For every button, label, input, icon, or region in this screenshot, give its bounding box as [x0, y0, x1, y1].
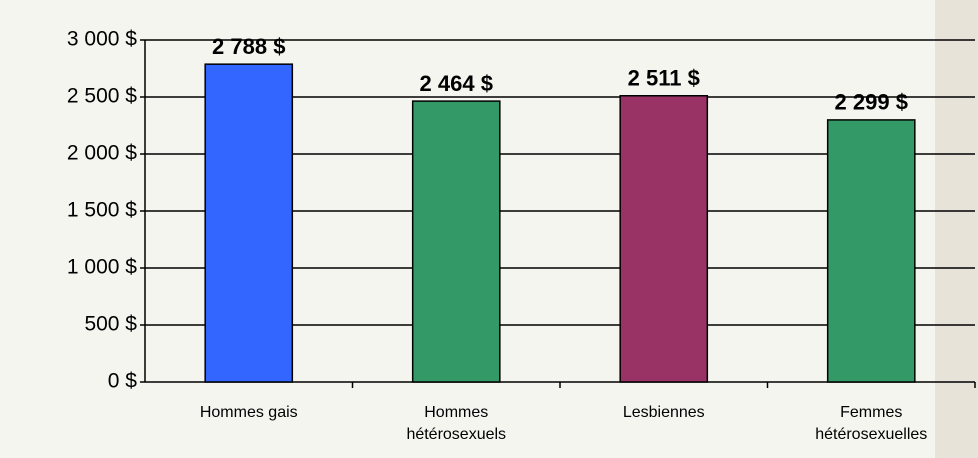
y-tick-label: 0 $: [108, 370, 138, 393]
value-label: 2 511 $: [628, 66, 700, 91]
side-strip: [935, 0, 978, 458]
x-tick-label: Hommes hétérosexuels: [406, 404, 507, 443]
x-tick-label: Lesbiennes: [622, 404, 705, 421]
value-label: 2 464 $: [420, 71, 493, 96]
bar: [826, 119, 916, 383]
y-tick-label: 1 500 $: [67, 199, 137, 222]
x-tick-label: Femmes hétérosexuelles: [815, 404, 928, 443]
y-tick-label: 2 500 $: [67, 85, 137, 108]
bar: [411, 100, 501, 383]
y-tick-label: 500 $: [84, 313, 137, 336]
x-tick-label: Hommes gais: [199, 404, 298, 421]
y-tick-label: 1 000 $: [67, 256, 137, 279]
y-tick-label: 2 000 $: [67, 142, 137, 165]
value-label: 2 299 $: [835, 90, 908, 115]
y-tick-label: 3 000 $: [67, 28, 137, 51]
bar: [619, 94, 709, 383]
bar: [204, 63, 294, 383]
value-label: 2 788 $: [212, 34, 285, 59]
